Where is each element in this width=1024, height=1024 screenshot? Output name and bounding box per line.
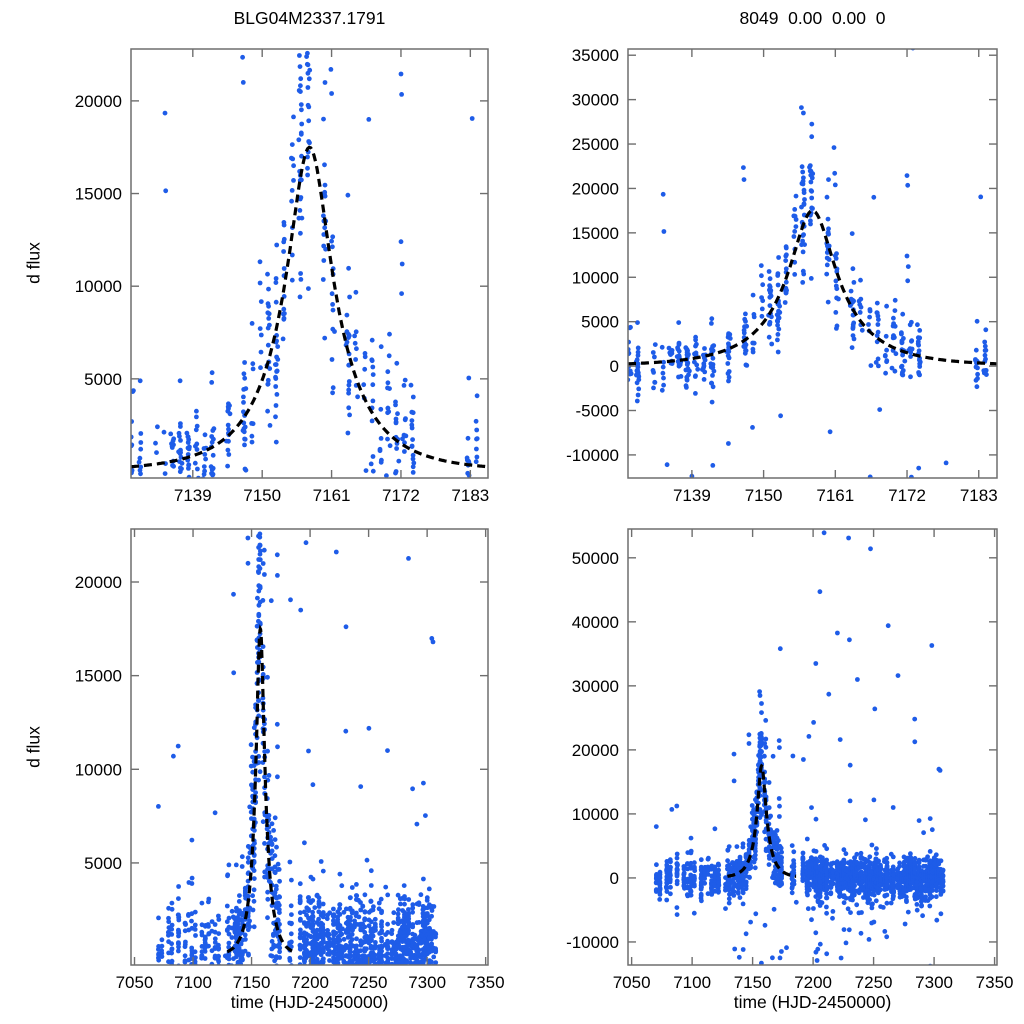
svg-text:35000: 35000: [572, 46, 619, 65]
svg-text:7300: 7300: [408, 973, 446, 992]
axis-ticks-top-left: [131, 49, 488, 478]
svg-text:0: 0: [610, 869, 619, 888]
svg-text:20000: 20000: [75, 92, 122, 111]
svg-text:7150: 7150: [243, 486, 281, 505]
y-axis-label-top-left: d flux: [23, 242, 44, 284]
svg-text:7139: 7139: [673, 486, 711, 505]
svg-text:7250: 7250: [350, 973, 388, 992]
svg-text:10000: 10000: [572, 268, 619, 287]
tick-labels-bottom-left: 7050 7100 7150 7200 7250 7300 7350 5000 10000 150…: [75, 573, 505, 992]
model-fit-curve-bottom-left: [226, 624, 295, 954]
x-axis-label-bottom-right: time (HJD-2450000): [733, 992, 892, 1012]
svg-text:7100: 7100: [673, 973, 711, 992]
axis-ticks-bottom-left: [131, 529, 488, 965]
panel-top-left: 7139 7150 7161 7172 7183 5000 10000 15000 20000: [75, 48, 490, 505]
svg-text:5000: 5000: [84, 370, 122, 389]
svg-text:15000: 15000: [75, 667, 122, 686]
model-fit-curve-top-left: [131, 145, 488, 469]
scatter-points-bottom-left: [156, 531, 439, 965]
svg-text:15000: 15000: [572, 224, 619, 243]
panel-bottom-left: 7050 7100 7150 7200 7250 7300 7350 5000 10000 150…: [75, 528, 505, 992]
scatter-points-bottom-right: [653, 530, 946, 965]
panel-frame-top-right: [627, 48, 998, 479]
svg-text:25000: 25000: [572, 135, 619, 154]
model-fit-curve-top-right: [628, 209, 997, 366]
svg-text:-10000: -10000: [566, 933, 619, 952]
svg-text:7161: 7161: [816, 486, 854, 505]
svg-text:-5000: -5000: [576, 401, 619, 420]
svg-text:7139: 7139: [174, 486, 212, 505]
svg-text:5000: 5000: [581, 313, 619, 332]
panel-bottom-right: 7050 7100 7150 7200 7250 7300 7350 -10000 0 10000…: [566, 528, 1013, 992]
tick-labels-bottom-right: 7050 7100 7150 7200 7250 7300 7350 -10000 0 10000…: [566, 549, 1013, 992]
axis-ticks-top-right: [628, 49, 997, 478]
svg-text:30000: 30000: [572, 91, 619, 110]
tick-labels-top-left: 7139 7150 7161 7172 7183 5000 10000 15000 20000: [75, 92, 490, 505]
svg-text:7150: 7150: [745, 486, 783, 505]
svg-text:40000: 40000: [572, 613, 619, 632]
svg-text:10000: 10000: [75, 277, 122, 296]
svg-text:7172: 7172: [888, 486, 926, 505]
svg-text:20000: 20000: [572, 741, 619, 760]
svg-text:10000: 10000: [75, 760, 122, 779]
svg-text:7350: 7350: [976, 973, 1014, 992]
scatter-points-top-right: [628, 49, 997, 478]
svg-text:7150: 7150: [734, 973, 772, 992]
svg-text:7300: 7300: [915, 973, 953, 992]
panel-top-right: 7139 7150 7161 7172 7183 -10000 -5000 0 5000 1000…: [566, 46, 998, 505]
svg-text:15000: 15000: [75, 185, 122, 204]
svg-text:7350: 7350: [467, 973, 505, 992]
svg-text:0: 0: [610, 357, 619, 376]
x-axis-label-bottom-left: time (HJD-2450000): [230, 992, 389, 1012]
svg-text:7050: 7050: [613, 973, 651, 992]
scatter-points-top-left: [131, 50, 480, 478]
svg-text:20000: 20000: [572, 179, 619, 198]
tick-labels-top-right: 7139 7150 7161 7172 7183 -10000 -5000 0 5000 1000…: [566, 46, 998, 505]
y-axis-label-bottom-left: d flux: [23, 726, 44, 768]
panel-frame-top-left: [130, 48, 489, 479]
svg-text:20000: 20000: [75, 573, 122, 592]
panel-title-top-left: BLG04M2337.1791: [233, 8, 386, 28]
svg-text:7100: 7100: [174, 973, 212, 992]
svg-text:30000: 30000: [572, 677, 619, 696]
axis-ticks-bottom-right: [628, 529, 997, 965]
svg-text:50000: 50000: [572, 549, 619, 568]
svg-text:5000: 5000: [84, 854, 122, 873]
panel-title-top-right: 8049 0.00 0.00 0: [739, 8, 886, 28]
svg-text:10000: 10000: [572, 805, 619, 824]
model-fit-curve-bottom-right: [727, 763, 797, 878]
svg-text:7172: 7172: [382, 486, 420, 505]
svg-text:7200: 7200: [794, 973, 832, 992]
svg-text:7183: 7183: [451, 486, 489, 505]
svg-text:7250: 7250: [855, 973, 893, 992]
panel-frame-bottom-right: [627, 528, 998, 966]
svg-text:7050: 7050: [116, 973, 154, 992]
svg-text:7161: 7161: [313, 486, 351, 505]
svg-text:7150: 7150: [233, 973, 271, 992]
svg-text:7183: 7183: [960, 486, 998, 505]
svg-text:7200: 7200: [291, 973, 329, 992]
svg-text:-10000: -10000: [566, 446, 619, 465]
